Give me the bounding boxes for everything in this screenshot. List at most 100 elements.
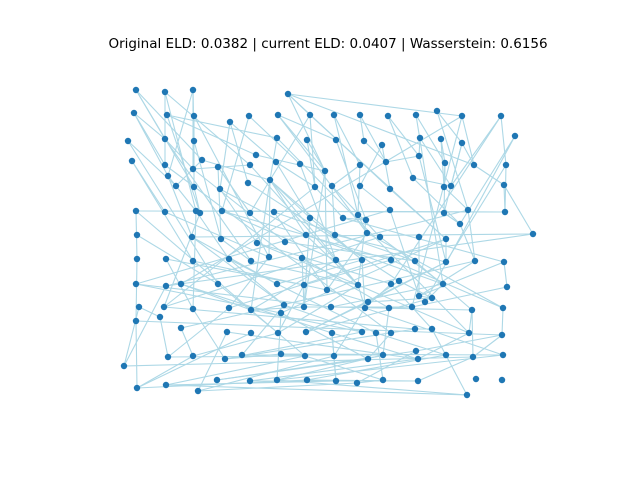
graph-edge (165, 384, 468, 396)
graph-node (358, 256, 366, 264)
graph-node (189, 257, 197, 265)
graph-edge (450, 115, 502, 187)
graph-edge (273, 211, 328, 291)
graph-node (190, 183, 198, 191)
graph-node (274, 329, 282, 337)
graph-edge (268, 179, 271, 258)
graph-edge (276, 312, 282, 381)
graph-node (497, 112, 505, 120)
graph-node (332, 377, 340, 385)
graph-node (428, 325, 436, 333)
graph-node (189, 165, 197, 173)
graph-edge (269, 179, 307, 236)
graph-node (300, 303, 308, 311)
graph-edge (175, 159, 203, 187)
graph-node (124, 137, 132, 145)
graph-node (238, 351, 246, 359)
graph-edge (375, 332, 384, 381)
graph-node (252, 151, 260, 159)
graph-edge (166, 114, 278, 139)
graph-node (273, 376, 281, 384)
graph-edge (228, 238, 447, 309)
graph-node (363, 229, 371, 237)
graph-edge (387, 115, 420, 157)
graph-node (463, 391, 471, 399)
graph-edge (191, 233, 534, 238)
graph-edge (136, 234, 219, 285)
graph-edge (287, 93, 463, 117)
graph-edge (123, 285, 167, 367)
graph-edge (333, 114, 359, 216)
graph-edge (306, 354, 447, 381)
graph-node (412, 111, 420, 119)
graph-edge (359, 114, 365, 142)
graph-node (164, 172, 172, 180)
graph-edge (135, 89, 166, 140)
graph-node (360, 137, 368, 145)
graph-node (189, 305, 197, 313)
graph-edge (256, 242, 359, 286)
graph-edge (305, 234, 359, 286)
graph-node (442, 351, 450, 359)
graph-edge (219, 188, 307, 236)
graph-edge (164, 91, 251, 166)
graph-edge (135, 210, 506, 213)
graph-node (284, 90, 292, 98)
graph-edge (224, 328, 416, 360)
graph-node (382, 158, 390, 166)
graph-edge (127, 140, 219, 285)
graph-edge (269, 114, 311, 181)
graph-edge (163, 186, 316, 308)
graph-edge (301, 257, 390, 309)
edge-layer (123, 89, 534, 396)
graph-node (328, 182, 336, 190)
graph-edge (357, 164, 361, 216)
graph-node (133, 384, 141, 392)
graph-node (458, 112, 466, 120)
graph-node (385, 304, 393, 312)
graph-node (266, 176, 274, 184)
graph-edge (269, 179, 363, 261)
graph-node (132, 86, 140, 94)
graph-node (501, 208, 509, 216)
graph-edge (305, 261, 447, 333)
graph-edge (164, 91, 197, 212)
graph-edge (280, 312, 369, 360)
graph-node (296, 160, 304, 168)
graph-edge (335, 139, 367, 221)
graph-edge (167, 175, 197, 212)
graph-edge (166, 114, 201, 214)
graph-node (132, 317, 140, 325)
graph-node (247, 306, 255, 314)
graph-node (177, 324, 185, 332)
graph-edge (326, 232, 368, 291)
graph-edge (275, 161, 311, 219)
graph-edge (473, 164, 505, 186)
graph-node (306, 214, 314, 222)
graph-node (196, 209, 204, 217)
graph-node (456, 220, 464, 228)
graph-edge (165, 233, 534, 287)
graph-node (354, 281, 362, 289)
graph-node (498, 376, 506, 384)
graph-node (213, 376, 221, 384)
graph-node (330, 111, 338, 119)
graph-node (223, 328, 231, 336)
graph-node (246, 161, 254, 169)
graph-node (132, 280, 140, 288)
graph-edge (280, 238, 447, 314)
graph-edge (367, 297, 433, 303)
graph-edge (192, 168, 286, 243)
graph-edge (164, 138, 194, 170)
graph-edge (443, 186, 469, 211)
graph-node (311, 183, 319, 191)
graph-edge (388, 306, 413, 309)
graph-node (247, 329, 255, 337)
graph-node (356, 111, 364, 119)
graph-edge (138, 306, 161, 318)
graph-edge (411, 286, 508, 308)
graph-edge (363, 140, 387, 163)
graph-edge (326, 289, 369, 303)
graph-edge (277, 284, 359, 334)
graph-node (273, 134, 281, 142)
